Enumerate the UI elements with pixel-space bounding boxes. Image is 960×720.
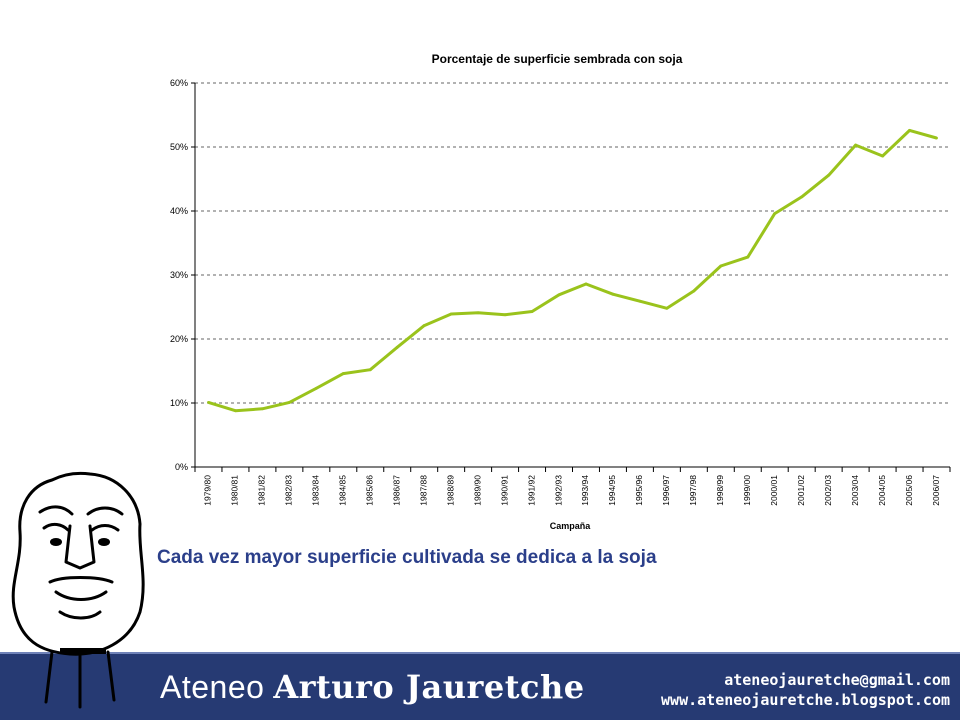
mascot-caricature-icon: [11, 471, 145, 709]
x-axis-ticks: 1979/80 1980/81 1981/82 1982/83 1983/84 1984/…: [194, 467, 951, 506]
footer-contact: ateneojauretche@gmail.com www.ateneojaur…: [661, 670, 950, 710]
data-point: [908, 128, 911, 132]
x-tick-label: 1997/98: [688, 475, 698, 506]
x-tick-label: 2004/05: [877, 475, 887, 506]
x-tick-label: 1984/85: [338, 475, 348, 506]
x-tick-label: 1979/80: [203, 475, 213, 506]
data-point: [800, 195, 804, 199]
x-tick-label: 1980/81: [230, 475, 240, 506]
x-tick-label: 1982/83: [284, 475, 294, 506]
y-tick-label: 30%: [170, 270, 188, 280]
x-tick-label: 2005/06: [904, 475, 914, 506]
y-tick-label: 60%: [170, 78, 188, 88]
brand-light-text: Ateneo: [160, 669, 265, 705]
data-point: [611, 292, 615, 296]
x-tick-label: 1992/93: [553, 475, 563, 506]
data-point: [341, 372, 345, 375]
y-axis-ticks: 0% 10% 20% 30% 40% 50% 60%: [170, 78, 195, 472]
data-point: [773, 212, 777, 215]
x-tick-label: 1985/86: [365, 475, 375, 506]
data-point: [503, 313, 507, 317]
x-tick-label: 1989/90: [472, 475, 482, 506]
data-point: [827, 173, 831, 177]
data-point: [395, 345, 399, 349]
x-tick-label: 1988/89: [445, 475, 455, 506]
chart-grid: [195, 82, 950, 404]
y-tick-label: 10%: [170, 398, 188, 408]
data-point: [881, 154, 884, 158]
chart-axes: [194, 83, 950, 468]
footer-website: www.ateneojauretche.blogspot.com: [661, 691, 950, 709]
x-tick-label: 1990/91: [499, 475, 509, 506]
data-point: [261, 407, 264, 411]
chart-title: Porcentaje de superficie sembrada con so…: [432, 52, 683, 66]
data-point: [746, 255, 750, 259]
y-tick-label: 20%: [170, 334, 188, 344]
x-tick-label: 1995/96: [634, 475, 644, 506]
brand-bold-text: Arturo Jauretche: [273, 668, 585, 706]
series-line: [208, 128, 937, 413]
data-point: [234, 409, 237, 413]
data-point: [854, 143, 858, 147]
y-tick-label: 0%: [175, 462, 188, 472]
x-tick-label: 1998/99: [715, 475, 725, 506]
x-tick-label: 2003/04: [850, 475, 860, 506]
data-point: [935, 136, 938, 140]
data-point: [638, 299, 642, 303]
data-point: [287, 400, 291, 404]
x-tick-label: 1999/00: [742, 475, 752, 506]
x-axis-label: Campaña: [550, 521, 592, 531]
footer-bar: [0, 652, 960, 720]
footer-email: ateneojauretche@gmail.com: [724, 671, 950, 689]
x-tick-label: 2000/01: [769, 475, 779, 506]
x-tick-label: 1981/82: [257, 475, 267, 506]
x-tick-label: 1996/97: [661, 475, 671, 506]
data-point: [584, 282, 588, 286]
line-chart: Porcentaje de superficie sembrada con so…: [170, 52, 951, 531]
data-point: [665, 306, 669, 310]
y-tick-label: 40%: [170, 206, 188, 216]
footer-divider: [0, 652, 960, 654]
slide-caption: Cada vez mayor superficie cultivada se d…: [157, 547, 657, 568]
x-tick-label: 1983/84: [311, 475, 321, 506]
x-tick-label: 2001/02: [796, 475, 806, 506]
data-point: [530, 310, 534, 313]
x-tick-label: 1991/92: [526, 475, 536, 506]
x-tick-label: 2002/03: [823, 475, 833, 506]
series-group: [207, 128, 938, 413]
data-point: [476, 311, 480, 315]
y-tick-label: 50%: [170, 142, 188, 152]
data-point: [449, 312, 453, 316]
data-point: [368, 368, 372, 372]
data-point: [557, 293, 561, 297]
data-point: [692, 289, 696, 293]
x-tick-label: 1993/94: [580, 475, 590, 506]
x-tick-label: 2006/07: [931, 475, 941, 506]
data-point: [422, 324, 426, 327]
data-point: [719, 264, 723, 268]
footer-brand: Ateneo Arturo Jauretche: [160, 668, 585, 706]
x-tick-label: 1986/87: [391, 475, 401, 506]
data-point: [314, 386, 318, 390]
x-tick-label: 1987/88: [418, 475, 428, 506]
data-point: [207, 400, 210, 404]
x-tick-label: 1994/95: [607, 475, 617, 506]
